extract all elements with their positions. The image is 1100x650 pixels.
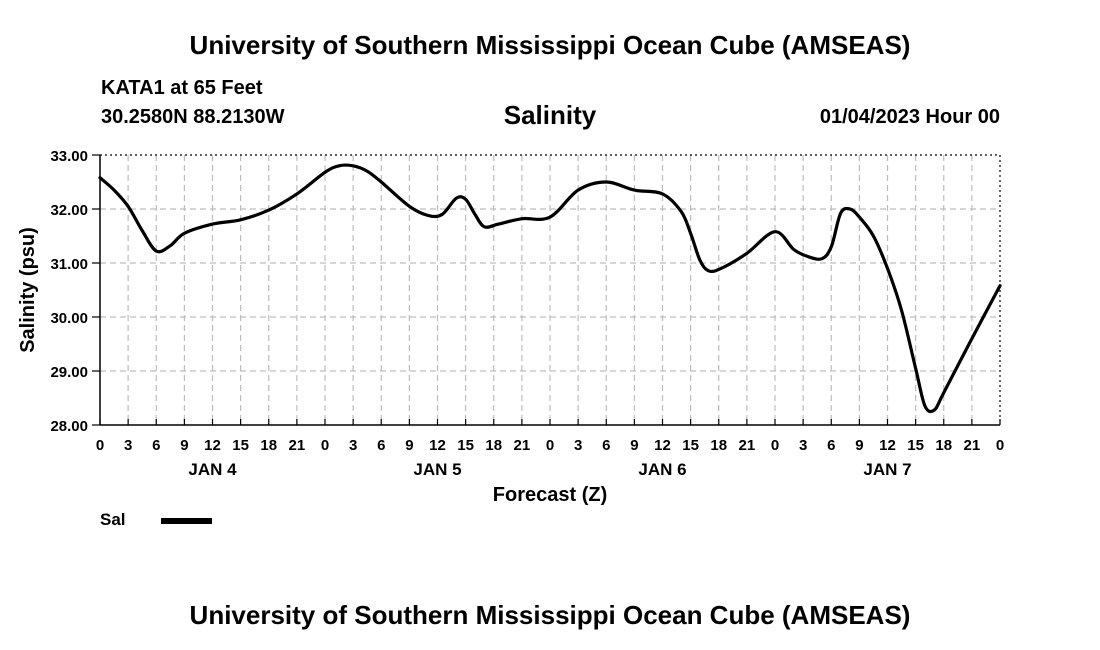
legend-label: Sal (100, 510, 126, 529)
y-tick-label: 33.00 (50, 148, 88, 165)
series-layer (98, 163, 1002, 414)
legend-line-swatch (161, 518, 212, 524)
x-tick-label: 0 (321, 437, 329, 454)
x-tick-label: 12 (429, 437, 446, 454)
day-label: JAN 4 (188, 460, 237, 479)
x-tick-label: 6 (827, 437, 835, 454)
x-tick-label: 21 (514, 437, 531, 454)
x-tick-label: 6 (602, 437, 610, 454)
x-tick-label: 21 (739, 437, 756, 454)
x-tick-label: 21 (289, 437, 306, 454)
x-axis-label: Forecast (Z) (493, 484, 607, 506)
x-tick-label: 9 (180, 437, 188, 454)
x-tick-label: 9 (855, 437, 863, 454)
day-label: JAN 5 (413, 460, 461, 479)
x-tick-label: 9 (405, 437, 413, 454)
x-tick-label: 3 (574, 437, 582, 454)
x-tick-label: 21 (964, 437, 981, 454)
axis-ticks: 0 3 6 9 12 15 18 21 0 3 6 9 12 15 18 21 0 3 6 9 12 15 18 21 0 3 6 9… (50, 148, 1004, 479)
series-line-sal (98, 163, 1002, 414)
x-tick-label: 0 (96, 437, 104, 454)
x-tick-label: 12 (654, 437, 671, 454)
x-tick-label: 18 (485, 437, 502, 454)
y-axis-label: Salinity (psu) (17, 227, 39, 353)
x-tick-label: 18 (935, 437, 952, 454)
chart-title-top: University of Southern Mississippi Ocean… (189, 30, 911, 60)
x-tick-label: 3 (799, 437, 807, 454)
y-tick-label: 31.00 (50, 256, 88, 273)
x-tick-label: 15 (232, 437, 249, 454)
station-coordinates: 30.2580N 88.2130W (101, 106, 285, 128)
parameter-title: Salinity (503, 100, 597, 130)
grid-lines (100, 155, 1000, 425)
chart-title-bottom: University of Southern Mississippi Ocean… (189, 600, 911, 630)
x-tick-label: 12 (204, 437, 221, 454)
x-tick-label: 3 (349, 437, 357, 454)
x-tick-label: 18 (710, 437, 727, 454)
day-label: JAN 6 (638, 460, 686, 479)
y-tick-label: 28.00 (50, 418, 88, 435)
x-tick-label: 12 (879, 437, 896, 454)
x-tick-label: 3 (124, 437, 132, 454)
run-time-label: 01/04/2023 Hour 00 (819, 106, 1000, 128)
x-tick-label: 15 (457, 437, 474, 454)
y-tick-label: 32.00 (50, 202, 88, 219)
x-tick-label: 0 (996, 437, 1004, 454)
x-tick-label: 6 (377, 437, 385, 454)
x-tick-label: 15 (682, 437, 699, 454)
x-tick-label: 9 (630, 437, 638, 454)
day-label: JAN 7 (863, 460, 911, 479)
x-tick-label: 6 (152, 437, 160, 454)
station-label: KATA1 at 65 Feet (101, 77, 263, 99)
x-tick-label: 15 (907, 437, 924, 454)
y-tick-label: 29.00 (50, 364, 88, 381)
x-tick-label: 0 (771, 437, 779, 454)
x-tick-label: 18 (260, 437, 277, 454)
y-tick-label: 30.00 (50, 310, 88, 327)
x-tick-label: 0 (546, 437, 554, 454)
